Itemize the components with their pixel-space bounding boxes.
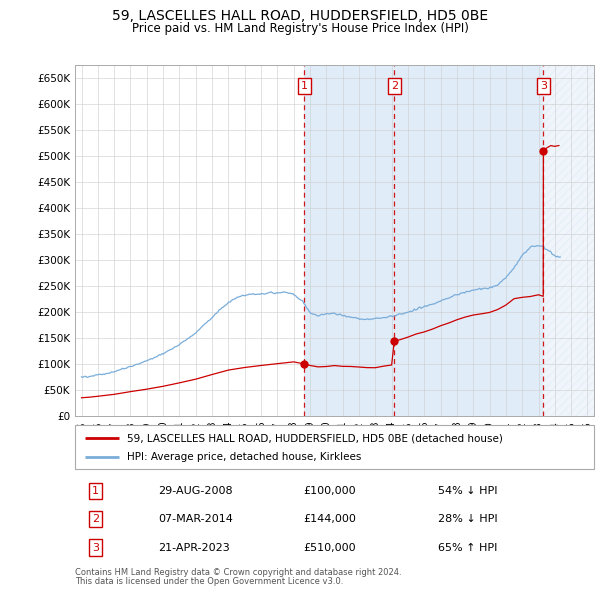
- Text: Price paid vs. HM Land Registry's House Price Index (HPI): Price paid vs. HM Land Registry's House …: [131, 22, 469, 35]
- Text: 21-APR-2023: 21-APR-2023: [158, 543, 230, 552]
- Text: 59, LASCELLES HALL ROAD, HUDDERSFIELD, HD5 0BE (detached house): 59, LASCELLES HALL ROAD, HUDDERSFIELD, H…: [127, 433, 503, 443]
- Text: 2: 2: [391, 81, 398, 91]
- Text: £100,000: £100,000: [304, 486, 356, 496]
- Text: £510,000: £510,000: [304, 543, 356, 552]
- Text: 29-AUG-2008: 29-AUG-2008: [158, 486, 233, 496]
- Text: HPI: Average price, detached house, Kirklees: HPI: Average price, detached house, Kirk…: [127, 452, 361, 461]
- Text: 3: 3: [92, 543, 99, 552]
- Text: 65% ↑ HPI: 65% ↑ HPI: [438, 543, 497, 552]
- Text: 3: 3: [540, 81, 547, 91]
- Bar: [304, 65, 394, 416]
- Text: £144,000: £144,000: [304, 514, 356, 524]
- Bar: [544, 65, 594, 416]
- Bar: [394, 65, 544, 416]
- Text: 2: 2: [92, 514, 100, 524]
- Text: 1: 1: [301, 81, 308, 91]
- Text: 1: 1: [92, 486, 99, 496]
- Text: 07-MAR-2014: 07-MAR-2014: [158, 514, 233, 524]
- Text: Contains HM Land Registry data © Crown copyright and database right 2024.: Contains HM Land Registry data © Crown c…: [75, 568, 401, 576]
- Text: This data is licensed under the Open Government Licence v3.0.: This data is licensed under the Open Gov…: [75, 577, 343, 586]
- Text: 28% ↓ HPI: 28% ↓ HPI: [438, 514, 498, 524]
- Text: 59, LASCELLES HALL ROAD, HUDDERSFIELD, HD5 0BE: 59, LASCELLES HALL ROAD, HUDDERSFIELD, H…: [112, 9, 488, 23]
- Text: 54% ↓ HPI: 54% ↓ HPI: [438, 486, 498, 496]
